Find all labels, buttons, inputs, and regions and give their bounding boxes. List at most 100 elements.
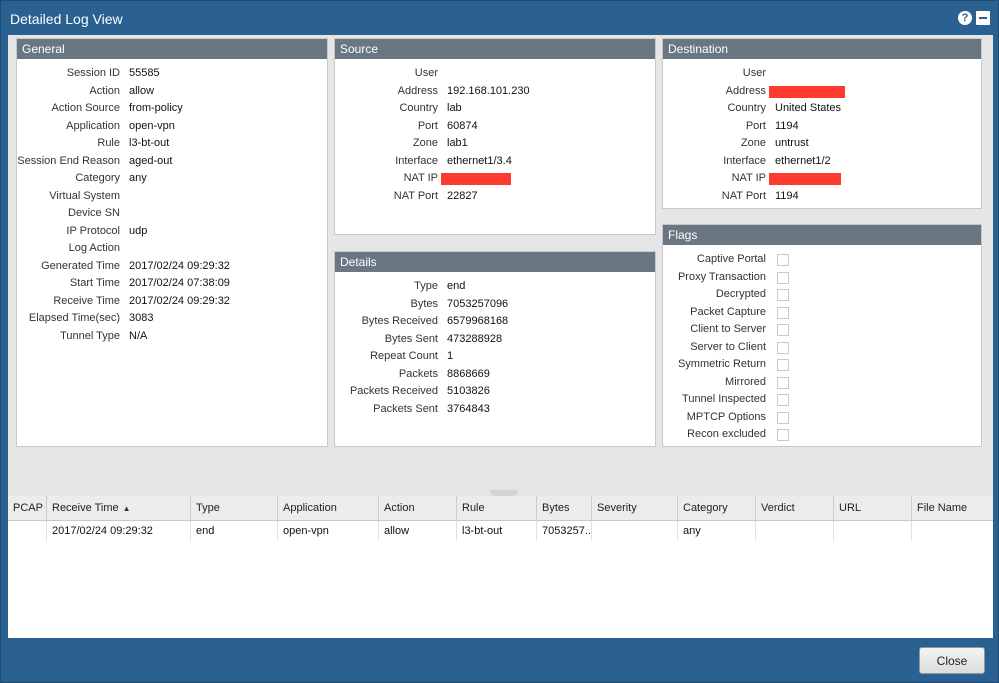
destination-panel-header: Destination xyxy=(663,39,981,59)
sort-ascending-icon: ▲ xyxy=(122,504,131,513)
table-cell: open-vpn xyxy=(277,521,378,541)
field-label: Rule xyxy=(97,137,120,149)
field-value: 22827 xyxy=(447,189,478,202)
field-row: Action allow xyxy=(17,83,327,100)
field-row: Rule l3-bt-out xyxy=(17,135,327,152)
flag-label: Tunnel Inspected xyxy=(682,393,766,405)
field-value: allow xyxy=(129,84,155,97)
table-cell: allow xyxy=(378,521,456,541)
column-header[interactable]: Severity xyxy=(591,496,677,521)
flag-checkbox[interactable] xyxy=(777,376,789,389)
field-row: Interface ethernet1/2 xyxy=(663,153,981,170)
column-header[interactable]: File Name xyxy=(911,496,993,521)
column-header-label: Application xyxy=(283,502,337,514)
table-header: PCAP Receive Time ▲ Type Application Action Ru… xyxy=(8,496,993,521)
flag-label: Symmetric Return xyxy=(677,358,766,370)
table-cell xyxy=(755,521,833,541)
flag-checkbox[interactable] xyxy=(777,254,789,266)
field-row: Repeat Count 1 xyxy=(335,348,655,365)
field-row: Packets Received 5103826 xyxy=(335,383,655,400)
field-label: Session ID xyxy=(66,67,120,79)
column-header[interactable]: Bytes xyxy=(536,496,591,521)
field-row: IP Protocol udp xyxy=(17,223,327,240)
field-value: open-vpn xyxy=(129,119,175,132)
title-bar[interactable]: Detailed Log View ? xyxy=(1,1,998,34)
flag-row: Mirrored xyxy=(663,374,981,391)
flag-checkbox[interactable] xyxy=(777,411,789,424)
field-row: Address xyxy=(663,83,981,100)
field-row: Session ID 55585 xyxy=(17,65,327,82)
field-label: Tunnel Type xyxy=(60,329,120,342)
column-header-label: Type xyxy=(196,502,220,514)
field-value: ethernet1/2 xyxy=(775,154,831,167)
pane-splitter[interactable] xyxy=(8,490,993,496)
column-header[interactable]: Type xyxy=(190,496,277,521)
flag-row: Captive Portal xyxy=(663,251,981,268)
flags-panel: Flags Captive Portal Proxy Transaction Dec… xyxy=(662,224,982,447)
flag-row: Recon excluded xyxy=(663,426,981,443)
field-label: Interface xyxy=(723,154,766,167)
splitter-handle[interactable] xyxy=(490,490,518,496)
field-value: 1194 xyxy=(775,119,799,132)
flag-checkbox[interactable] xyxy=(777,359,789,371)
column-header[interactable]: Category xyxy=(677,496,755,521)
field-row: Type end xyxy=(335,278,655,295)
field-label: IP Protocol xyxy=(66,224,120,237)
column-header-label: Rule xyxy=(462,502,485,514)
flag-row: Client to Server xyxy=(663,321,981,338)
column-header-label: PCAP xyxy=(13,502,43,514)
column-header[interactable]: Rule xyxy=(456,496,536,521)
field-row: NAT Port 1194 xyxy=(663,188,981,205)
field-label: Country xyxy=(399,102,438,114)
field-value: 2017/02/24 09:29:32 xyxy=(129,259,230,272)
field-value: 7053257096 xyxy=(447,297,509,310)
table-row[interactable]: 2017/02/24 09:29:32 end open-vpn allow l3-bt… xyxy=(8,521,993,541)
destination-panel: Destination User Address Country United Sta… xyxy=(662,38,982,209)
field-value: N/A xyxy=(129,329,148,342)
field-label: Type xyxy=(414,280,438,292)
flag-checkbox[interactable] xyxy=(777,289,789,301)
flag-checkbox[interactable] xyxy=(777,306,789,319)
flag-checkbox[interactable] xyxy=(777,429,789,441)
field-value: 3764843 xyxy=(447,402,490,415)
field-value: 8868669 xyxy=(447,367,490,380)
flag-checkbox[interactable] xyxy=(777,324,789,336)
field-row: Zone untrust xyxy=(663,135,981,152)
field-label: Application xyxy=(66,119,120,132)
details-panel-header: Details xyxy=(335,252,655,272)
redaction-mark xyxy=(769,85,845,98)
flag-row: Packet Capture xyxy=(663,304,981,321)
field-row: Log Action xyxy=(17,240,327,257)
field-row: Address 192.168.101.230 xyxy=(335,83,655,100)
field-value: aged-out xyxy=(129,154,173,167)
column-header[interactable]: URL xyxy=(833,496,911,521)
flag-checkbox[interactable] xyxy=(777,394,789,406)
field-row: User xyxy=(663,65,981,82)
field-row: Category any xyxy=(17,170,327,187)
minimize-icon[interactable] xyxy=(976,11,990,25)
table-cell xyxy=(591,521,677,541)
field-value: 60874 xyxy=(447,119,478,132)
field-value: 192.168.101.230 xyxy=(447,84,530,97)
close-button[interactable]: Close xyxy=(919,647,985,674)
flag-checkbox[interactable] xyxy=(777,271,789,284)
table-cell xyxy=(911,521,993,541)
column-header-label: Severity xyxy=(597,502,637,514)
table-cell xyxy=(8,521,46,541)
column-header[interactable]: PCAP xyxy=(8,496,46,521)
field-row: Generated Time 2017/02/24 09:29:32 xyxy=(17,258,327,275)
related-logs-table: PCAP Receive Time ▲ Type Application Action Ru… xyxy=(8,496,993,638)
flag-checkbox[interactable] xyxy=(777,341,789,354)
flag-label: MPTCP Options xyxy=(686,410,766,423)
dialog-title: Detailed Log View xyxy=(10,11,123,27)
column-header[interactable]: Verdict xyxy=(755,496,833,521)
column-header[interactable]: Action xyxy=(378,496,456,521)
field-value: untrust xyxy=(775,137,809,149)
field-label: Packets Sent xyxy=(373,402,438,415)
flag-label: Mirrored xyxy=(725,375,766,388)
help-icon[interactable]: ? xyxy=(958,11,972,25)
column-header[interactable]: Application xyxy=(277,496,378,521)
flag-label: Server to Client xyxy=(690,340,766,353)
flag-row: Decrypted xyxy=(663,286,981,303)
column-header[interactable]: Receive Time ▲ xyxy=(46,496,190,521)
